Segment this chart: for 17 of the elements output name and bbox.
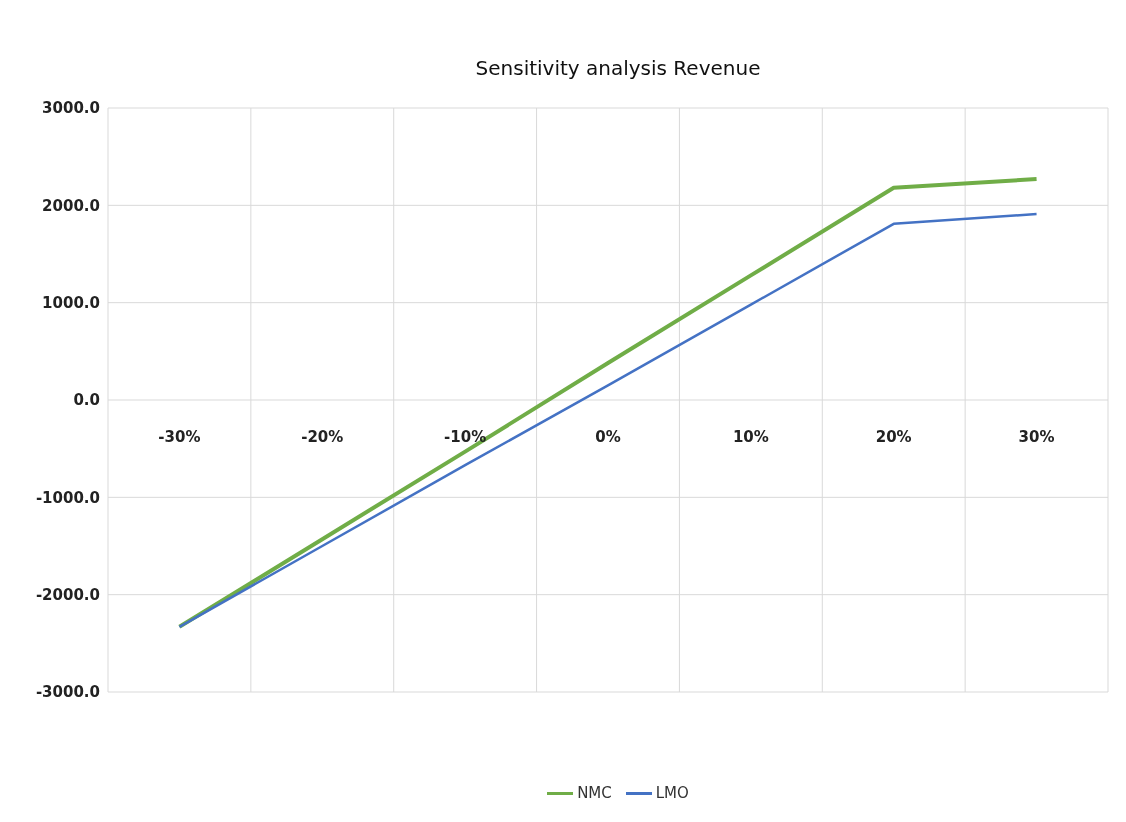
- x-tick-label: 20%: [875, 428, 912, 446]
- x-tick-label: -10%: [444, 428, 487, 446]
- x-tick-label: 0%: [595, 428, 621, 446]
- y-tick-label: -1000.0: [35, 488, 100, 507]
- y-tick-label: 0.0: [73, 391, 100, 410]
- x-tick-label: -20%: [301, 428, 344, 446]
- y-tick-label: 1000.0: [42, 293, 100, 312]
- legend-label: LMO: [655, 784, 689, 802]
- y-tick-label: -2000.0: [35, 585, 100, 604]
- y-tick-label: -3000.0: [35, 683, 100, 702]
- y-tick-label: 3000.0: [42, 99, 100, 118]
- x-tick-label: -30%: [158, 428, 201, 446]
- x-tick-label: 30%: [1018, 428, 1055, 446]
- x-tick-label: 10%: [732, 428, 769, 446]
- y-tick-label: 2000.0: [42, 196, 100, 215]
- chart-title: Sensitivity analysis Revenue: [474, 56, 762, 80]
- legend-label: NMC: [577, 784, 612, 802]
